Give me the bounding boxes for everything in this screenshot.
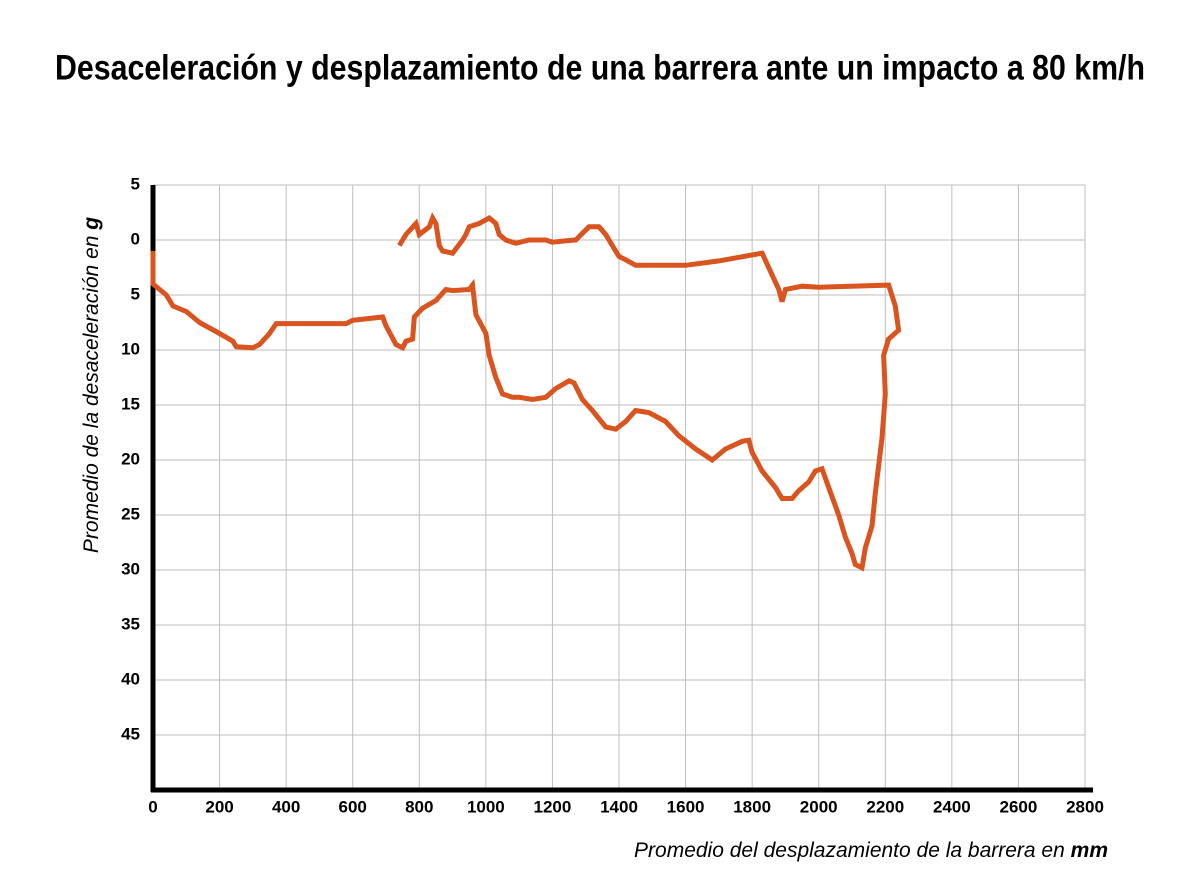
x-tick-label: 800 [405,797,433,816]
y-tick-label: 0 [131,229,140,248]
x-tick-label: 1000 [467,797,505,816]
y-tick-label: 10 [121,339,140,358]
x-tick-label: 600 [339,797,367,816]
y-axis-label-text: Promedio de la desaceleración en [80,236,103,554]
x-tick-label: 400 [272,797,300,816]
x-tick-label: 1400 [600,797,638,816]
y-tick-label: 45 [121,724,140,743]
x-tick-label: 0 [148,797,157,816]
x-tick-label: 2800 [1066,797,1104,816]
x-axis-label-text: Promedio del desplazamiento de la barrer… [634,839,1065,862]
y-tick-label: 5 [131,284,140,303]
x-tick-label: 1200 [534,797,572,816]
x-tick-label: 200 [205,797,233,816]
x-tick-label: 1800 [733,797,771,816]
x-tick-label: 1600 [667,797,705,816]
y-tick-label: 40 [121,669,140,688]
y-tick-label: 30 [121,559,140,578]
y-tick-label: 5 [131,174,140,193]
x-tick-label: 2000 [800,797,838,816]
y-axis-label: Promedio de la desaceleración en g [80,217,103,553]
x-tick-label: 2400 [933,797,971,816]
x-tick-label: 2200 [866,797,904,816]
chart-title: Desaceleración y desplazamiento de una b… [55,48,1145,87]
y-axis-unit: g [80,217,103,231]
y-tick-label: 35 [121,614,140,633]
y-tick-label: 15 [121,394,140,413]
x-axis-unit: mm [1071,839,1108,862]
y-tick-label: 20 [121,449,140,468]
data-line [150,212,902,572]
y-tick-label: 25 [121,504,140,523]
x-tick-label: 2600 [1000,797,1038,816]
x-axis-label: Promedio del desplazamiento de la barrer… [634,839,1108,862]
